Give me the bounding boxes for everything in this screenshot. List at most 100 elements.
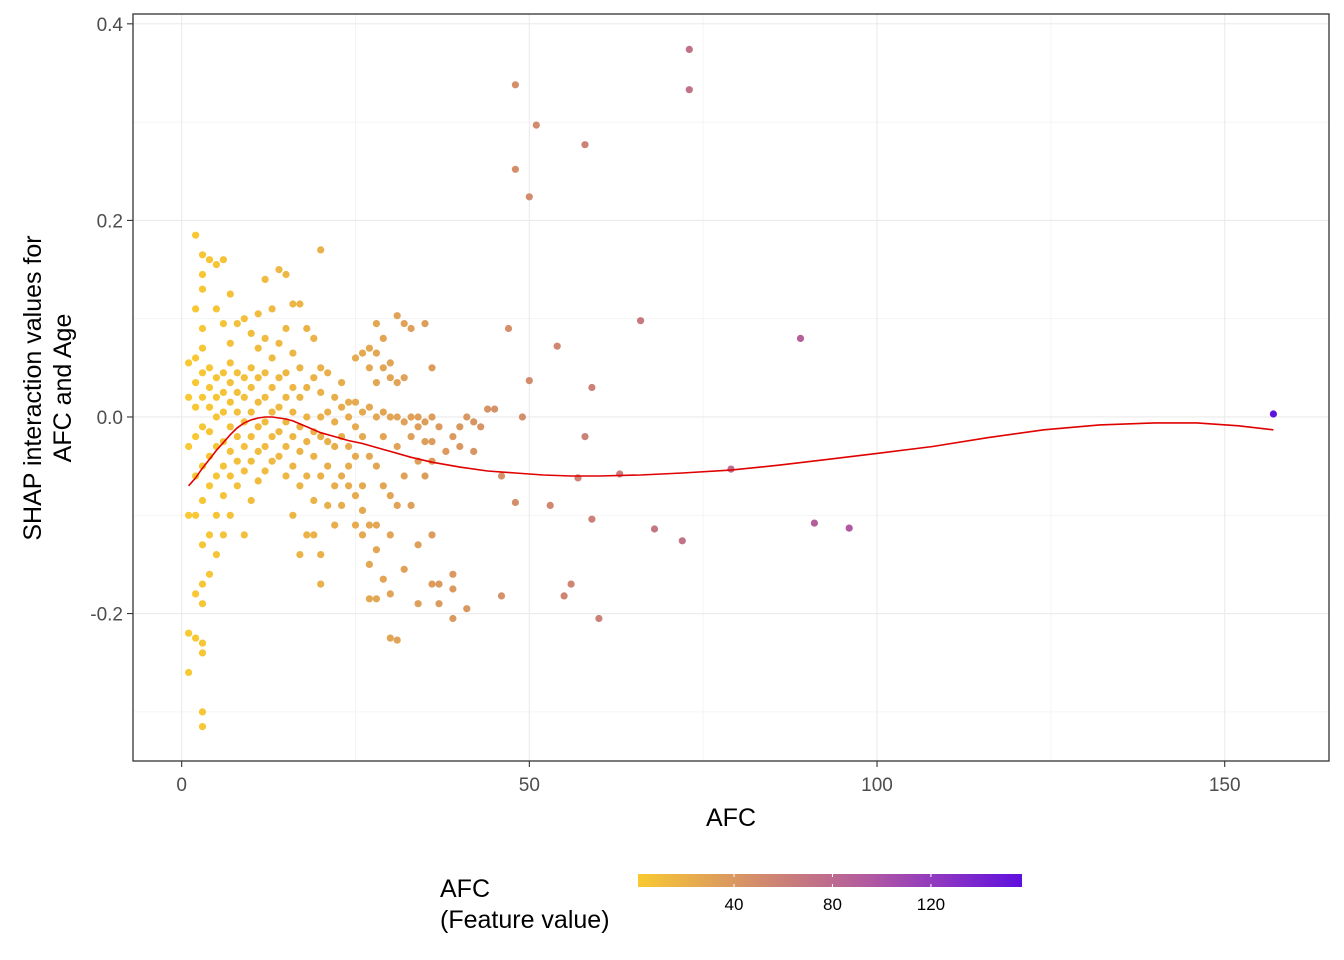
data-point	[310, 452, 318, 460]
data-point	[185, 668, 193, 677]
data-point	[637, 317, 645, 325]
data-point	[372, 521, 380, 529]
data-point	[449, 433, 457, 441]
data-point	[198, 639, 207, 647]
data-point	[421, 418, 429, 426]
data-point	[331, 482, 339, 490]
data-point	[185, 359, 193, 367]
data-point	[275, 452, 283, 460]
data-point	[198, 369, 207, 377]
data-point	[198, 649, 207, 657]
data-point	[205, 383, 214, 392]
data-point	[282, 369, 290, 377]
data-point	[192, 354, 200, 362]
data-point	[226, 359, 234, 367]
data-point	[247, 364, 255, 372]
legend-tick-label: 80	[823, 895, 842, 914]
data-point	[442, 447, 450, 455]
data-point	[365, 560, 373, 569]
legend-title-line-2: (Feature value)	[440, 906, 610, 934]
data-point	[525, 193, 533, 201]
data-point	[205, 403, 214, 411]
data-point	[428, 438, 436, 446]
data-point	[296, 551, 304, 559]
data-point	[365, 364, 373, 372]
legend-colorbar	[638, 874, 1022, 887]
data-point	[310, 496, 318, 505]
data-point	[317, 580, 325, 588]
data-point	[616, 470, 624, 478]
data-point	[351, 423, 360, 431]
data-point	[324, 438, 332, 446]
data-point	[254, 310, 262, 318]
data-point	[226, 339, 234, 347]
data-point	[198, 270, 207, 279]
data-point	[428, 413, 436, 421]
data-point	[845, 524, 853, 532]
data-point	[261, 369, 269, 377]
data-point	[400, 320, 408, 328]
data-point	[192, 231, 200, 239]
data-point	[247, 496, 255, 505]
data-point	[463, 413, 471, 421]
data-point	[581, 433, 589, 441]
data-point	[282, 270, 290, 279]
x-tick-label: 0	[176, 775, 187, 796]
data-point	[407, 433, 415, 441]
data-point	[185, 393, 193, 401]
data-point	[212, 551, 220, 559]
data-point	[268, 457, 276, 465]
data-point	[185, 629, 193, 637]
data-point	[240, 374, 248, 382]
data-point	[219, 531, 227, 539]
data-point	[198, 496, 207, 505]
data-point	[233, 320, 241, 328]
data-point	[365, 452, 373, 460]
data-point	[317, 413, 325, 421]
data-point	[282, 393, 290, 401]
data-point	[310, 374, 318, 382]
data-point	[386, 590, 394, 598]
data-point	[372, 349, 380, 357]
data-point	[386, 492, 394, 500]
data-point	[198, 344, 207, 352]
data-point	[497, 472, 506, 480]
data-point	[240, 531, 248, 539]
data-point	[219, 388, 227, 396]
data-point	[192, 433, 200, 441]
x-axis-title: AFC	[706, 804, 756, 832]
data-point	[351, 452, 360, 460]
y-tick-label: 0.0	[97, 408, 123, 429]
data-point	[546, 501, 554, 509]
data-point	[567, 580, 575, 588]
data-point	[331, 521, 339, 529]
x-tick-label: 100	[861, 775, 893, 796]
data-point	[810, 519, 819, 527]
data-point	[212, 374, 220, 382]
data-point	[303, 324, 311, 333]
x-tick-label: 150	[1209, 775, 1241, 796]
data-point	[796, 334, 805, 342]
data-point	[219, 256, 227, 264]
data-point	[407, 501, 415, 509]
data-point	[185, 511, 193, 519]
data-point	[254, 344, 262, 352]
data-point	[414, 423, 422, 431]
data-point	[212, 393, 220, 401]
color-legend: AFC (Feature value) 40 80 120	[440, 874, 1022, 934]
data-point	[449, 570, 457, 578]
data-point	[205, 256, 214, 264]
data-point	[205, 428, 214, 436]
data-point	[456, 423, 464, 431]
data-point	[226, 398, 234, 406]
data-point	[435, 600, 443, 608]
data-point	[219, 492, 227, 500]
data-point	[351, 398, 360, 406]
data-point	[212, 413, 220, 421]
data-point	[345, 442, 353, 451]
data-point	[491, 405, 499, 413]
data-point	[595, 614, 603, 623]
data-point	[372, 546, 380, 554]
data-point	[275, 339, 283, 347]
data-point	[185, 442, 193, 451]
